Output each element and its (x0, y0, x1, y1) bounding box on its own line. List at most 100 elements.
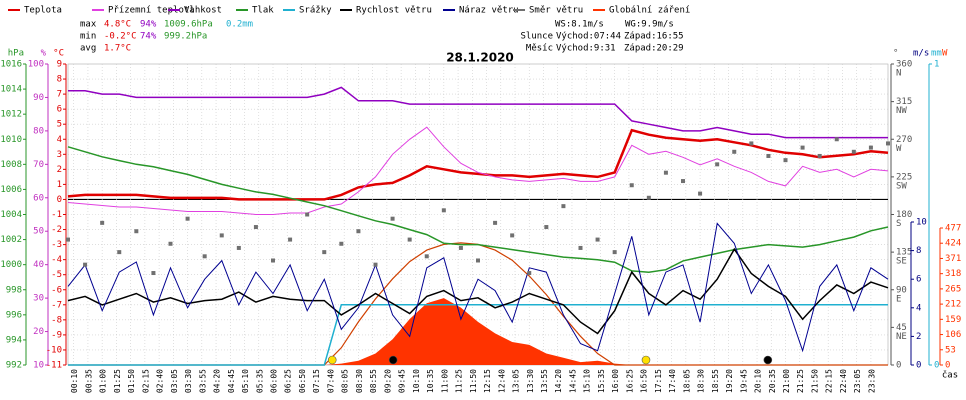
direction-point (100, 220, 105, 225)
x-tick-label: 19:45 (739, 369, 748, 393)
direction-point (305, 212, 310, 217)
y-tick-label: 100 (28, 60, 44, 70)
x-tick-label: 06:50 (298, 369, 307, 393)
y-tick-label: -9 (51, 330, 62, 340)
y-tick-label: 315 (896, 97, 912, 107)
x-tick-label: 09:45 (398, 369, 407, 393)
direction-point (373, 262, 378, 267)
axis-unit: W (942, 49, 948, 59)
series-line (67, 126, 889, 215)
x-tick-label: 23:05 (853, 369, 862, 393)
astro-rise: Východ:9:31 (556, 44, 616, 54)
astro-marker (763, 355, 773, 365)
y-tick-label: 1014 (0, 85, 22, 95)
x-tick-label: 06:00 (270, 369, 279, 393)
y-tick-sublabel: S (896, 219, 901, 229)
x-tick-label: 01:50 (127, 369, 136, 393)
direction-point (868, 145, 873, 150)
y-tick-label: 424 (945, 239, 961, 249)
astro-marker (388, 355, 398, 365)
direction-point (578, 245, 583, 250)
legend-label: Náraz větru (459, 6, 519, 16)
y-tick-label: -4 (51, 255, 62, 265)
y-tick-label: 8 (57, 75, 62, 85)
x-tick-label: 03:55 (198, 369, 207, 393)
y-tick-label: 8 (916, 246, 921, 256)
y-tick-sublabel: SW (896, 181, 907, 191)
y-tick-label: 5 (57, 120, 62, 130)
y-tick-sublabel: W (896, 144, 902, 154)
x-tick-label: 10:35 (426, 369, 435, 393)
direction-point (527, 271, 532, 276)
stat-value: 0.2mm (226, 20, 253, 30)
y-tick-label: 9 (57, 60, 62, 70)
y-tick-label: 60 (33, 193, 44, 203)
direction-point (817, 153, 822, 158)
x-tick-label: 12:15 (483, 369, 492, 393)
legend-label: Směr větru (529, 6, 583, 16)
y-tick-label: 6 (916, 275, 921, 285)
y-tick-label: 1000 (0, 260, 22, 270)
y-tick-label: -1 (51, 210, 62, 220)
direction-point (834, 137, 839, 142)
y-tick-label: 90 (33, 93, 44, 103)
y-tick-label: 996 (6, 310, 22, 320)
y-tick-label: 90 (896, 285, 907, 295)
direction-point (851, 149, 856, 154)
direction-point (202, 254, 207, 259)
axis-unit: % (41, 49, 47, 59)
y-tick-label: 265 (945, 284, 961, 294)
x-tick-label: 14:45 (568, 369, 577, 393)
legend-label: Rychlost větru (356, 6, 432, 16)
axis-unit: m/s (913, 49, 929, 59)
direction-point (510, 233, 515, 238)
y-tick-label: -8 (51, 315, 62, 325)
astro-label: Slunce (520, 32, 553, 42)
x-tick-label: 03:30 (184, 369, 193, 393)
direction-point (322, 250, 327, 255)
direction-point (185, 216, 190, 221)
series-line (67, 146, 889, 273)
y-tick-label: 20 (33, 327, 44, 337)
y-tick-label: 40 (33, 260, 44, 270)
y-tick-label: -2 (51, 225, 62, 235)
radiation-area (68, 298, 888, 365)
axis-unit: °C (53, 49, 64, 59)
x-axis-label: čas (942, 370, 958, 381)
direction-point (612, 250, 617, 255)
y-tick-label: -5 (51, 270, 62, 280)
direction-point (253, 225, 258, 230)
x-tick-label: 08:30 (355, 369, 364, 393)
direction-point (629, 183, 634, 188)
stat-label: min (80, 32, 96, 42)
series-line (67, 222, 889, 353)
y-tick-sublabel: E (896, 294, 901, 304)
y-tick-label: 10 (33, 361, 44, 371)
x-tick-label: 16:00 (611, 369, 620, 393)
x-tick-label: 21:25 (796, 369, 805, 393)
x-tick-label: 00:10 (70, 369, 79, 393)
y-tick-label: -11 (46, 361, 62, 371)
stat-value: 999.2hPa (164, 32, 207, 42)
stat-label: max (80, 20, 97, 30)
y-tick-label: 180 (896, 210, 912, 220)
legend-label: Vlhkost (184, 6, 222, 16)
direction-point (732, 149, 737, 154)
astro-set: Západ:20:29 (624, 44, 684, 54)
x-tick-label: 18:05 (682, 369, 691, 393)
stat-value: -0.2°C (104, 32, 137, 42)
x-tick-label: 13:30 (526, 369, 535, 393)
x-tick-label: 21:50 (810, 369, 819, 393)
x-tick-label: 18:30 (697, 369, 706, 393)
y-tick-label: 4 (57, 135, 62, 145)
direction-point (236, 245, 241, 250)
x-tick-label: 09:20 (383, 369, 392, 393)
y-tick-label: 70 (33, 160, 44, 170)
x-tick-label: 11:50 (469, 369, 478, 393)
y-tick-label: 270 (896, 135, 912, 145)
y-tick-label: 225 (896, 172, 912, 182)
y-tick-label: 6 (57, 105, 62, 115)
y-tick-sublabel: NE (896, 332, 907, 342)
y-tick-sublabel: NW (896, 106, 907, 116)
